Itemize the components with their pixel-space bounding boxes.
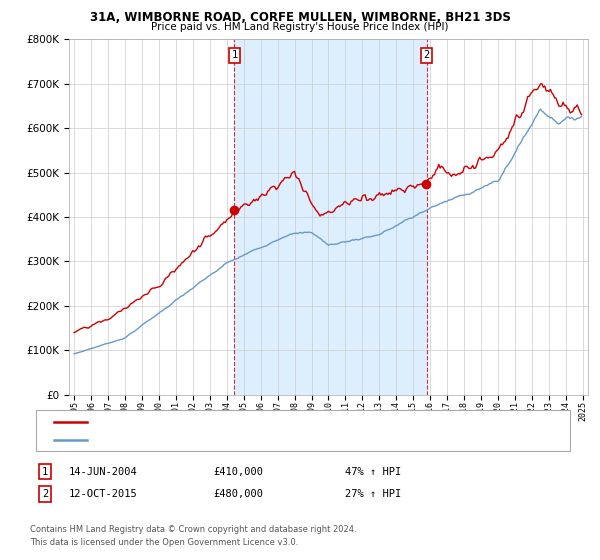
- Text: 12-OCT-2015: 12-OCT-2015: [69, 489, 138, 499]
- Text: Contains HM Land Registry data © Crown copyright and database right 2024.: Contains HM Land Registry data © Crown c…: [30, 525, 356, 534]
- Text: This data is licensed under the Open Government Licence v3.0.: This data is licensed under the Open Gov…: [30, 538, 298, 547]
- Text: 1: 1: [231, 50, 238, 60]
- Text: 1: 1: [42, 466, 48, 477]
- Text: Price paid vs. HM Land Registry's House Price Index (HPI): Price paid vs. HM Land Registry's House …: [151, 22, 449, 32]
- Text: £480,000: £480,000: [213, 489, 263, 499]
- Text: 31A, WIMBORNE ROAD, CORFE MULLEN, WIMBORNE, BH21 3DS: 31A, WIMBORNE ROAD, CORFE MULLEN, WIMBOR…: [89, 11, 511, 24]
- Text: HPI: Average price, detached house, Dorset: HPI: Average price, detached house, Dors…: [93, 435, 307, 445]
- Text: 47% ↑ HPI: 47% ↑ HPI: [345, 466, 401, 477]
- Text: 31A, WIMBORNE ROAD, CORFE MULLEN, WIMBORNE, BH21 3DS (detached house): 31A, WIMBORNE ROAD, CORFE MULLEN, WIMBOR…: [93, 417, 495, 427]
- Bar: [235, 39, 427, 395]
- Text: 27% ↑ HPI: 27% ↑ HPI: [345, 489, 401, 499]
- Text: £410,000: £410,000: [213, 466, 263, 477]
- Text: 2: 2: [42, 489, 48, 499]
- Text: 2: 2: [424, 50, 430, 60]
- Text: 14-JUN-2004: 14-JUN-2004: [69, 466, 138, 477]
